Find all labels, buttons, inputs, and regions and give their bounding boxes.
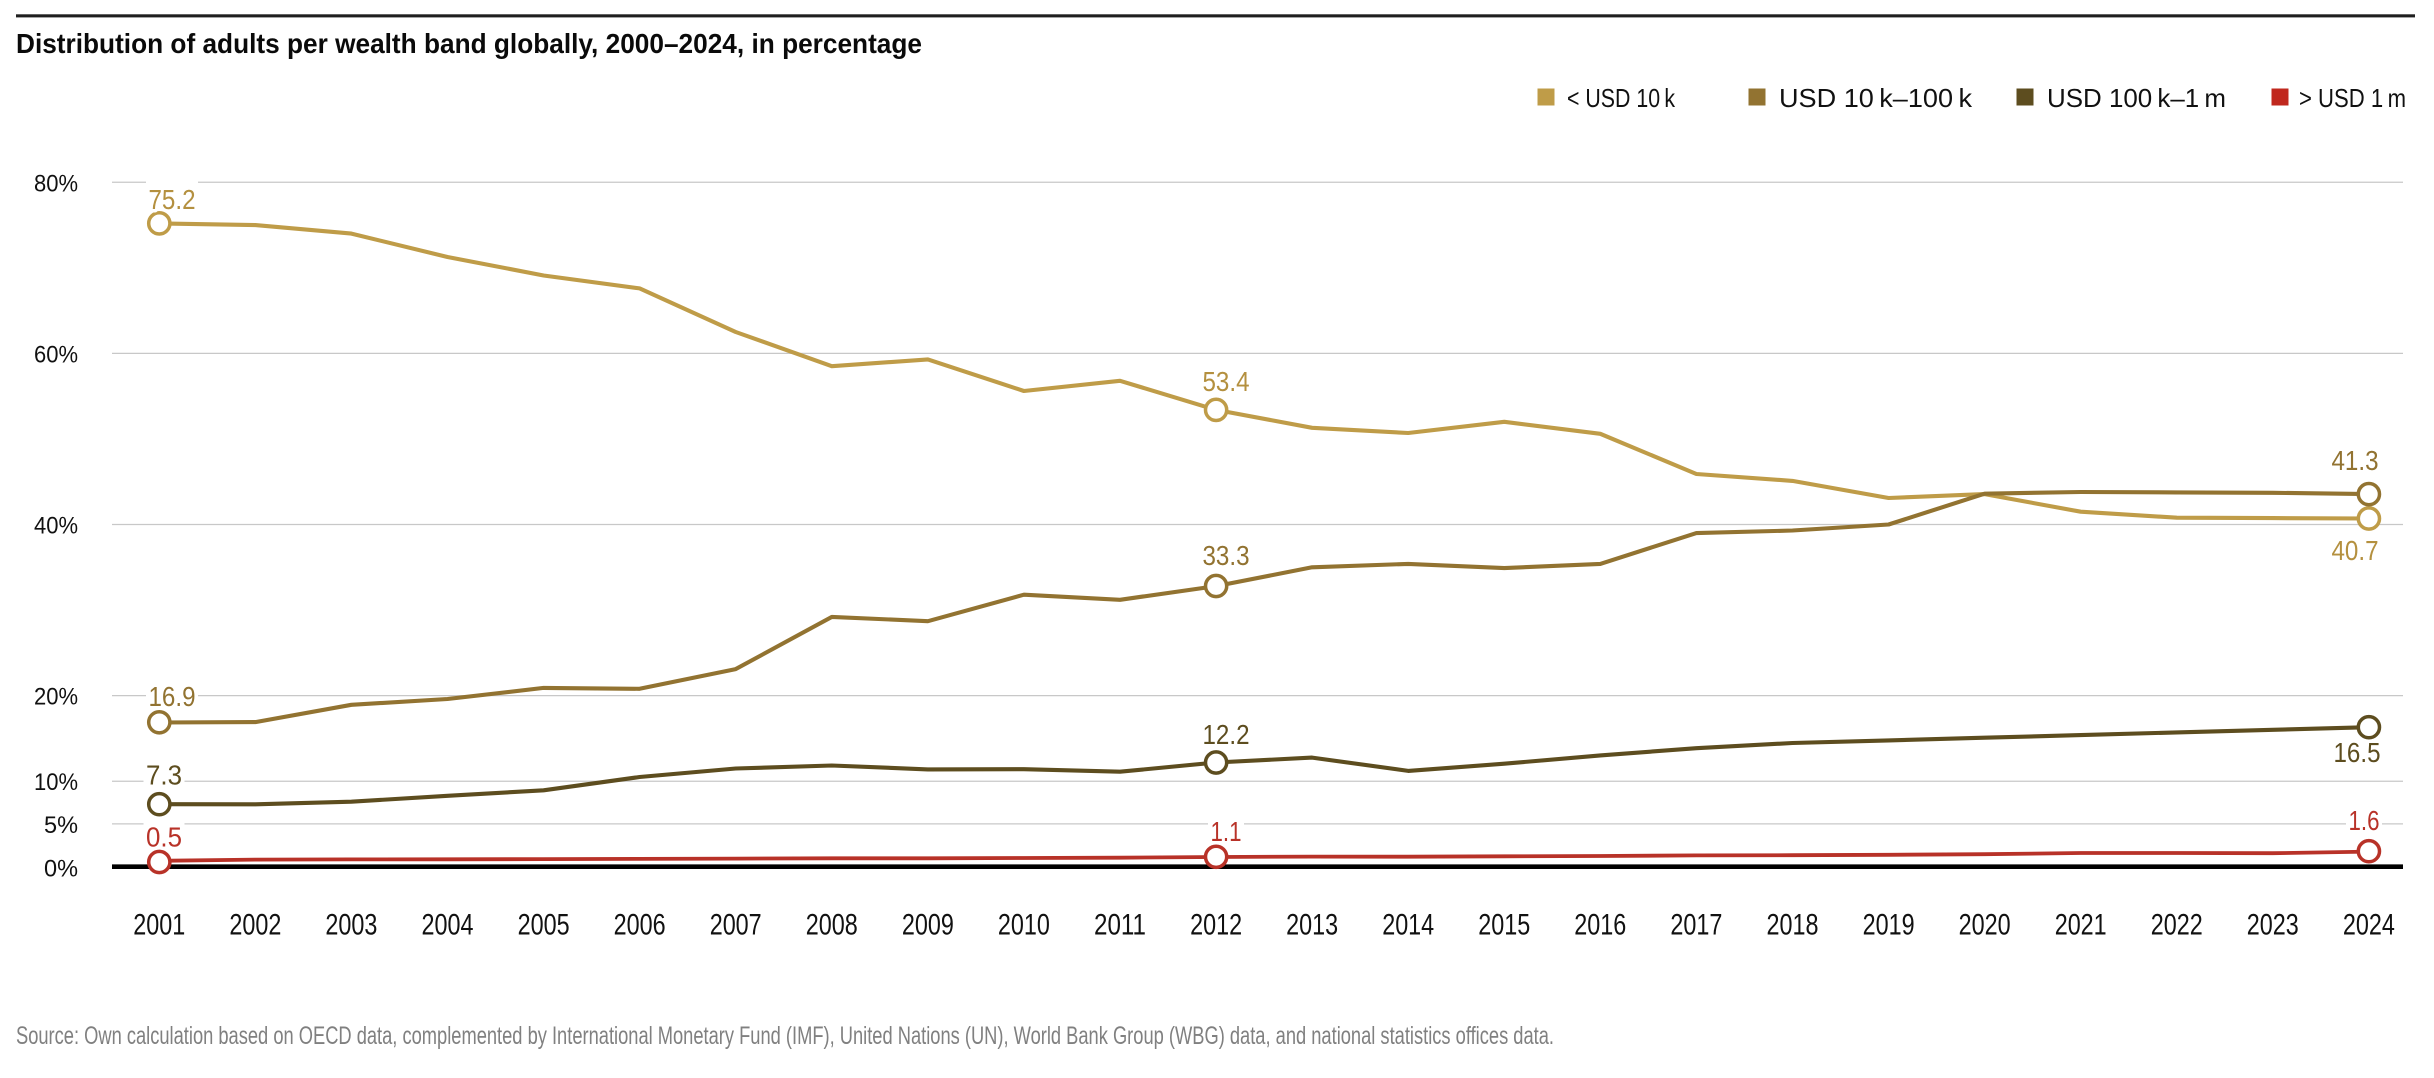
svg-text:2010: 2010 — [998, 909, 1050, 942]
svg-text:40.7: 40.7 — [2332, 535, 2379, 566]
svg-text:7.3: 7.3 — [146, 760, 182, 791]
svg-text:< USD 10 k: < USD 10 k — [1567, 83, 1676, 113]
svg-text:Source: Own calculation based: Source: Own calculation based on OECD da… — [16, 1022, 1554, 1050]
svg-text:16.9: 16.9 — [149, 681, 196, 712]
svg-text:2020: 2020 — [1959, 909, 2011, 942]
svg-text:1.1: 1.1 — [1211, 816, 1242, 847]
svg-text:Distribution of adults per wea: Distribution of adults per wealth band g… — [16, 28, 922, 59]
svg-text:2002: 2002 — [229, 909, 281, 942]
svg-text:12.2: 12.2 — [1203, 719, 1250, 750]
svg-text:2013: 2013 — [1286, 909, 1338, 942]
svg-text:2019: 2019 — [1863, 909, 1915, 942]
svg-text:2006: 2006 — [614, 909, 666, 942]
svg-text:2011: 2011 — [1094, 909, 1146, 942]
svg-text:2024: 2024 — [2343, 909, 2395, 942]
svg-text:40%: 40% — [34, 513, 78, 540]
svg-text:0%: 0% — [44, 855, 78, 882]
svg-text:33.3: 33.3 — [1203, 540, 1250, 571]
svg-text:60%: 60% — [34, 341, 78, 368]
svg-text:2008: 2008 — [806, 909, 858, 942]
svg-text:2023: 2023 — [2247, 909, 2299, 942]
svg-text:75.2: 75.2 — [149, 184, 196, 215]
svg-text:2004: 2004 — [422, 909, 474, 942]
svg-text:53.4: 53.4 — [1203, 366, 1250, 397]
svg-text:20%: 20% — [34, 684, 78, 711]
svg-text:2022: 2022 — [2151, 909, 2203, 942]
svg-text:2021: 2021 — [2055, 909, 2107, 942]
svg-text:80%: 80% — [34, 170, 78, 197]
svg-text:2015: 2015 — [1478, 909, 1530, 942]
svg-text:10%: 10% — [34, 769, 78, 796]
svg-text:2012: 2012 — [1190, 909, 1242, 942]
svg-text:2017: 2017 — [1670, 909, 1722, 942]
svg-text:> USD 1 m: > USD 1 m — [2299, 83, 2406, 113]
svg-text:2009: 2009 — [902, 909, 954, 942]
svg-text:2016: 2016 — [1574, 909, 1626, 942]
svg-text:2001: 2001 — [133, 909, 185, 942]
svg-text:0.5: 0.5 — [146, 822, 182, 853]
svg-text:2018: 2018 — [1767, 909, 1819, 942]
svg-text:5%: 5% — [44, 812, 78, 839]
svg-text:2003: 2003 — [325, 909, 377, 942]
svg-text:16.5: 16.5 — [2334, 737, 2381, 768]
svg-text:2014: 2014 — [1382, 909, 1434, 942]
svg-text:1.6: 1.6 — [2349, 805, 2380, 836]
svg-text:USD 10 k–100 k: USD 10 k–100 k — [1779, 83, 1973, 113]
svg-text:41.3: 41.3 — [2332, 445, 2379, 476]
svg-text:2007: 2007 — [710, 909, 762, 942]
svg-text:2005: 2005 — [518, 909, 570, 942]
svg-text:USD 100 k–1 m: USD 100 k–1 m — [2047, 83, 2226, 113]
